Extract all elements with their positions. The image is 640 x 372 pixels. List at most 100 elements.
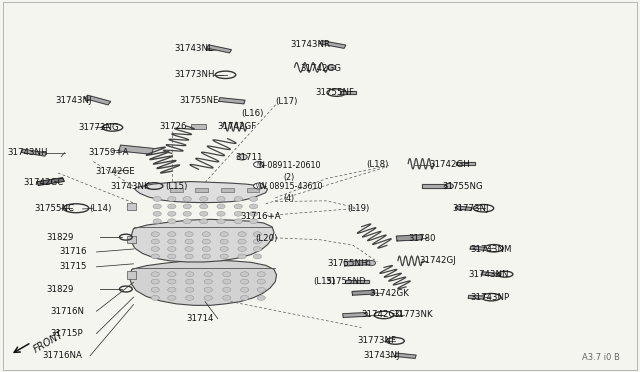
Circle shape <box>217 211 225 216</box>
Text: 31759+A: 31759+A <box>89 148 129 157</box>
Circle shape <box>220 254 228 259</box>
Text: 31714: 31714 <box>186 314 213 323</box>
Polygon shape <box>36 178 64 185</box>
Polygon shape <box>135 182 268 203</box>
Text: 31755NH: 31755NH <box>328 259 368 268</box>
Circle shape <box>445 183 454 189</box>
Circle shape <box>183 196 191 201</box>
Circle shape <box>153 196 161 201</box>
Text: (L20): (L20) <box>255 234 277 243</box>
Circle shape <box>153 204 161 209</box>
Circle shape <box>257 279 266 284</box>
Circle shape <box>183 219 191 224</box>
Circle shape <box>153 211 161 216</box>
Circle shape <box>151 279 159 284</box>
Text: W: W <box>256 183 262 189</box>
Text: 31743NN: 31743NN <box>468 270 509 279</box>
Circle shape <box>234 196 243 201</box>
Circle shape <box>200 219 208 224</box>
Text: 31742GJ: 31742GJ <box>419 256 456 265</box>
Circle shape <box>168 239 176 244</box>
Circle shape <box>202 232 211 237</box>
Polygon shape <box>456 162 475 166</box>
Circle shape <box>168 219 176 224</box>
Text: 31716: 31716 <box>60 247 87 256</box>
Circle shape <box>185 254 193 259</box>
Circle shape <box>253 232 262 237</box>
Circle shape <box>168 204 176 209</box>
Polygon shape <box>470 246 486 250</box>
Polygon shape <box>340 91 356 94</box>
Text: (L18): (L18) <box>366 160 388 169</box>
Text: 31742GG: 31742GG <box>301 64 342 73</box>
Circle shape <box>153 219 161 224</box>
Polygon shape <box>344 260 370 266</box>
Circle shape <box>217 204 225 209</box>
Text: 31755NE: 31755NE <box>179 96 219 105</box>
Text: 31742GH: 31742GH <box>430 160 470 169</box>
Circle shape <box>253 161 264 167</box>
Circle shape <box>238 247 246 251</box>
Circle shape <box>238 254 246 259</box>
Circle shape <box>183 211 191 216</box>
Circle shape <box>250 204 258 209</box>
Circle shape <box>253 254 262 259</box>
Circle shape <box>202 239 211 244</box>
Circle shape <box>151 232 159 237</box>
Polygon shape <box>195 188 208 192</box>
Polygon shape <box>456 206 472 211</box>
Circle shape <box>238 232 246 237</box>
Circle shape <box>223 272 231 277</box>
Circle shape <box>204 279 212 284</box>
Text: FRONT: FRONT <box>31 330 65 355</box>
Polygon shape <box>343 312 367 317</box>
Circle shape <box>183 204 191 209</box>
Polygon shape <box>170 188 182 192</box>
Text: 31742GC: 31742GC <box>23 178 63 187</box>
Text: (L16): (L16) <box>241 109 263 118</box>
Polygon shape <box>352 290 375 295</box>
Circle shape <box>250 211 258 216</box>
Circle shape <box>151 239 159 244</box>
Text: 31755NG: 31755NG <box>443 182 483 191</box>
Text: 31743NK: 31743NK <box>111 182 150 191</box>
Text: 31716N: 31716N <box>51 307 84 316</box>
Text: 31742GE: 31742GE <box>95 167 135 176</box>
Circle shape <box>200 211 208 216</box>
Text: 31773NH: 31773NH <box>174 70 215 79</box>
Circle shape <box>250 196 258 201</box>
Text: 31773NJ: 31773NJ <box>453 205 490 214</box>
Text: 31711: 31711 <box>236 153 263 161</box>
Circle shape <box>250 219 258 224</box>
Circle shape <box>327 65 336 70</box>
Circle shape <box>185 239 193 244</box>
Text: 31755NC: 31755NC <box>35 205 74 214</box>
Polygon shape <box>246 188 259 192</box>
Circle shape <box>151 254 159 259</box>
Circle shape <box>253 239 262 244</box>
Text: 31755ND: 31755ND <box>325 277 365 286</box>
Circle shape <box>168 211 176 216</box>
Circle shape <box>186 279 194 284</box>
Text: (L15): (L15) <box>166 182 188 191</box>
Text: (L17): (L17) <box>275 97 298 106</box>
Text: 31743NL: 31743NL <box>174 44 213 53</box>
Circle shape <box>168 254 176 259</box>
Text: (4): (4) <box>284 195 295 203</box>
Circle shape <box>204 287 212 292</box>
Circle shape <box>367 260 376 266</box>
Polygon shape <box>131 219 274 262</box>
Text: 31780: 31780 <box>408 234 436 243</box>
Circle shape <box>217 196 225 201</box>
Text: 31829: 31829 <box>47 285 74 294</box>
Text: 31716+A: 31716+A <box>240 212 281 221</box>
Circle shape <box>168 272 176 277</box>
Circle shape <box>151 287 159 292</box>
Circle shape <box>217 219 225 224</box>
Circle shape <box>186 272 194 277</box>
Polygon shape <box>468 295 484 299</box>
Text: 31715P: 31715P <box>51 329 83 338</box>
Polygon shape <box>191 125 206 129</box>
Circle shape <box>204 272 212 277</box>
Text: (2): (2) <box>284 173 295 182</box>
